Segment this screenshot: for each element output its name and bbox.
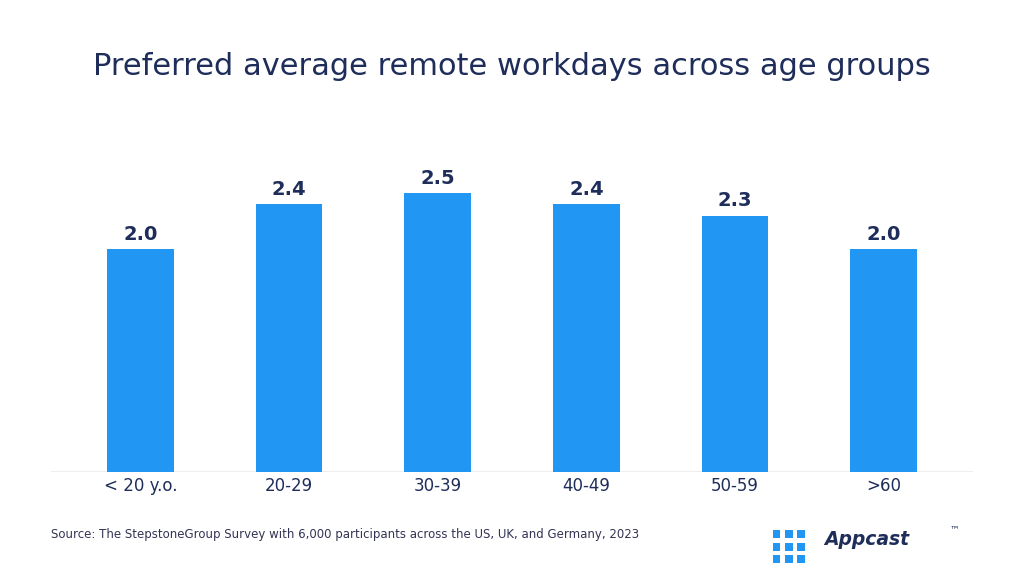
Bar: [106, 249, 174, 472]
Bar: [553, 204, 620, 472]
Text: ™: ™: [949, 524, 959, 534]
Bar: [850, 249, 918, 472]
Text: 2.0: 2.0: [866, 225, 901, 244]
Text: 2.3: 2.3: [718, 191, 753, 210]
FancyBboxPatch shape: [772, 543, 780, 551]
Text: 2.4: 2.4: [569, 180, 603, 199]
FancyBboxPatch shape: [798, 530, 805, 538]
FancyBboxPatch shape: [784, 530, 793, 538]
Text: 2.0: 2.0: [123, 225, 158, 244]
FancyBboxPatch shape: [784, 555, 793, 563]
Text: Preferred average remote workdays across age groups: Preferred average remote workdays across…: [93, 52, 931, 81]
Bar: [701, 215, 768, 472]
Bar: [404, 194, 471, 472]
FancyBboxPatch shape: [798, 543, 805, 551]
Text: Appcast: Appcast: [824, 530, 909, 548]
FancyBboxPatch shape: [798, 555, 805, 563]
Bar: [256, 204, 323, 472]
FancyBboxPatch shape: [772, 530, 780, 538]
Text: 2.4: 2.4: [271, 180, 306, 199]
Text: 2.5: 2.5: [421, 169, 455, 188]
FancyBboxPatch shape: [772, 555, 780, 563]
Text: Source: The StepstoneGroup Survey with 6,000 participants across the US, UK, and: Source: The StepstoneGroup Survey with 6…: [51, 528, 639, 541]
FancyBboxPatch shape: [784, 543, 793, 551]
